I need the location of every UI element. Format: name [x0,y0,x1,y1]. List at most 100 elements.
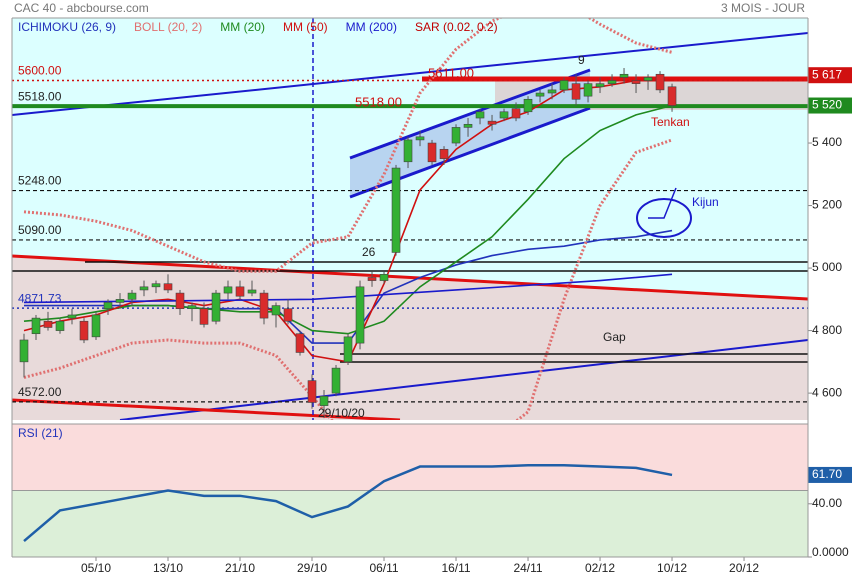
candle-body [283,308,293,322]
candle-body [319,395,329,406]
rsi-lower-zone [12,490,808,557]
candle-body [295,333,305,353]
annotation: Gap [603,330,626,344]
annotation: 5611.00 [428,65,474,80]
price-marker-label: 5 617 [812,67,842,81]
candle-body [607,80,617,84]
candle-body [67,314,77,319]
candle-body [403,139,413,163]
candle-body [487,120,497,125]
candle-body [619,73,629,78]
legend-entry: MM (50) [283,20,328,34]
y-tick-label: 0.0000 [812,545,849,559]
candle-body [451,127,461,144]
axis-area [808,0,855,580]
candle-body [367,277,377,281]
annotation: Kijun [692,195,719,209]
candle-body [559,80,569,91]
level-label: 4572.00 [18,385,62,399]
candle-body [259,292,269,319]
x-tick-label: 10/12 [657,561,687,575]
candle-body [439,148,449,159]
candle-body [583,83,593,97]
candle-body [55,320,65,331]
candle-body [547,89,557,94]
candle-body [655,73,665,91]
trend-line [12,254,808,301]
channel-line [349,68,591,160]
candle-body [523,98,533,113]
candle-body [631,80,641,84]
trend-line [12,32,808,116]
x-tick-label: 02/12 [585,561,615,575]
candle-body [343,336,353,363]
x-tick-label: 20/12 [729,561,759,575]
candle-body [103,302,113,310]
candle-body [79,320,89,341]
candle-body [139,286,149,291]
candle-body [31,317,41,335]
annotation: 9 [578,53,585,67]
candle-body [247,289,257,294]
cloud-bottom [12,256,808,420]
chart-title: CAC 40 - abcbourse.com [14,1,149,15]
x-tick-label: 24/11 [513,561,542,575]
x-tick-label: 21/10 [225,561,255,575]
level-label: 5090.00 [18,223,62,237]
y-tick-label: 4 800 [812,323,842,337]
trend-line [12,398,401,420]
rsi-title: RSI (21) [18,426,63,440]
x-tick-label: 29/10 [297,561,327,575]
level-label: 5248.00 [18,174,62,188]
candle-body [211,292,221,322]
y-tick-label: 4 600 [812,385,842,399]
legend-entry: ICHIMOKU (26, 9) [18,20,116,34]
candles [19,68,677,419]
candle-body [391,167,401,253]
candle-body [175,292,185,310]
bollinger-band [23,18,673,273]
candle-body [331,367,341,394]
rsi-line [23,463,673,542]
y-tick-label: 5 400 [812,135,842,149]
candle-body [187,305,197,310]
candle-body [571,83,581,100]
price-marker-label: 5 520 [812,98,842,112]
candle-body [43,320,53,328]
legend: ICHIMOKU (26, 9) BOLL (20, 2) MM (20) MM (5… [18,20,498,34]
candle-body [151,283,161,288]
legend-entry: BOLL (20, 2) [134,20,202,34]
chart-subtitle: 3 MOIS - JOUR [721,1,805,15]
x-tick-label: 13/10 [153,561,183,575]
annotation: Tenkan [651,115,690,129]
annotation: 29/10/20 [318,406,365,420]
level-label: 5518.00 [18,89,62,103]
moving-average [23,273,673,304]
legend-entry: MM (20) [220,20,265,34]
rsi-panel: RSI (21) [12,423,808,557]
main-panel-layout [12,18,808,420]
annotations: 5611.00 5518.00 9 26 Tenkan Kijun Gap 29… [318,53,719,420]
candle-body [463,123,473,128]
candle-body [223,286,233,294]
bollinger-band [23,138,673,420]
candle-body [475,111,485,119]
candle-body [355,286,365,344]
candle-body [235,286,245,297]
candle-body [19,339,29,363]
axes: 5 400 5 200 5 000 4 800 4 600 5 617 5 520 40.00… [11,17,852,575]
kijun-circle [636,198,692,238]
candle-body [163,283,173,291]
candle-body [643,77,653,81]
candle-body [91,314,101,338]
kijun-arrow [648,187,677,219]
candle-body [595,83,605,88]
rsi-upper-zone [12,424,808,491]
candle-body [511,108,521,119]
candle-body [535,92,545,97]
y-tick-label: 5 000 [812,260,842,274]
channel-line [349,106,591,199]
price-marker [808,67,852,84]
candle-body [271,305,281,316]
